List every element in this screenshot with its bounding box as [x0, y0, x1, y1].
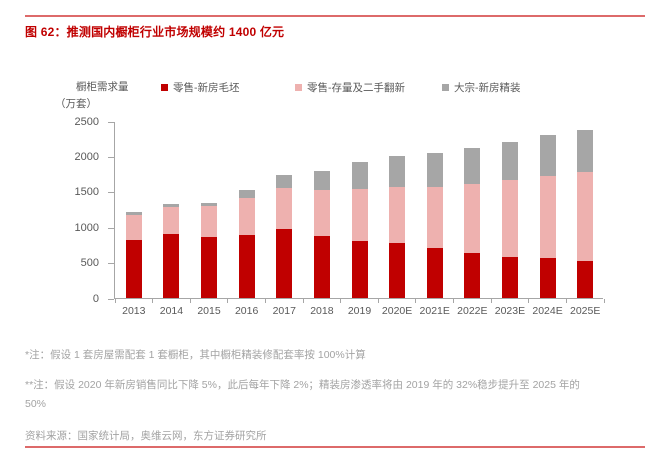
bar-segment	[276, 188, 293, 230]
x-axis-category-label: 2014	[159, 305, 184, 317]
legend-label: 零售-存量及二手翻新	[307, 81, 405, 94]
bar-segment	[464, 184, 481, 254]
bar-segment	[313, 170, 330, 190]
footnote-1: *注：假设 1 套房屋需配套 1 套橱柜，其中橱柜精装修配套率按 100%计算	[25, 349, 366, 361]
bar-segment	[351, 240, 368, 298]
y-axis-tick	[108, 227, 114, 229]
bar-segment	[351, 162, 368, 189]
bar-segment	[313, 236, 330, 298]
bar-segment	[276, 229, 293, 298]
bar-segment	[238, 235, 255, 298]
x-axis-category-label: 2018	[310, 305, 334, 317]
source-line: 资料来源：国家统计局，奥维云网，东方证券研究所	[25, 430, 267, 442]
x-axis-category-label: 2023E	[494, 305, 526, 317]
bar-segment	[125, 215, 142, 240]
bar-segment	[577, 171, 594, 262]
x-axis-category-label: 2022E	[457, 305, 488, 317]
bar-segment	[426, 152, 443, 187]
bar-segment	[389, 243, 406, 298]
x-axis-tick	[227, 299, 229, 303]
bar-segment	[426, 248, 443, 298]
x-axis-tick	[603, 299, 605, 303]
bar-segment	[501, 180, 518, 257]
bar-segment	[201, 237, 218, 298]
x-axis-tick	[264, 299, 266, 303]
legend-item-retail-new: 零售-新房毛坯	[161, 80, 240, 94]
plot-area: 0 500 1000 1500 2000 2500 2013 2014 2015 2016 2017…	[75, 116, 605, 317]
y-axis-tick	[108, 121, 114, 123]
y-axis-title-line1: 橱柜需求量	[76, 81, 129, 93]
bar-segment	[201, 205, 218, 238]
bar-segment	[125, 211, 142, 216]
bar-segment	[313, 189, 330, 237]
x-axis-category-label: 2015	[197, 305, 221, 317]
bar-segment	[501, 142, 518, 181]
legend-swatch-icon	[442, 83, 449, 91]
footnote-2-line2: 50%	[25, 398, 47, 410]
x-axis-category-label: 2025E	[569, 305, 601, 317]
y-axis-tick-label: 1000	[74, 221, 99, 234]
x-axis-tick	[152, 299, 154, 303]
y-axis-tick-label: 2000	[74, 150, 99, 163]
x-axis-tick	[453, 299, 455, 303]
x-axis-category-label: 2020E	[381, 305, 413, 317]
chart-legend: 零售-新房毛坯 零售-存量及二手翻新 大宗-新房精装	[0, 80, 645, 94]
y-axis-tick	[108, 192, 114, 194]
x-axis-tick	[528, 299, 530, 303]
y-axis-title-line2: （万套）	[55, 98, 97, 110]
bar-segment	[389, 186, 406, 244]
x-axis-tick	[340, 299, 342, 303]
bar-segment	[426, 186, 443, 249]
y-axis-tick	[108, 298, 114, 300]
bar-segment	[539, 258, 556, 298]
bar-segment	[163, 234, 180, 298]
bar-segment	[501, 256, 518, 298]
bar-segment	[464, 253, 481, 298]
y-axis-tick-label: 1500	[74, 186, 99, 199]
legend-item-bulk-finished: 大宗-新房精装	[442, 80, 521, 94]
x-axis-category-label: 2019	[347, 305, 372, 317]
bar-segment	[577, 130, 594, 172]
bar-segment	[577, 261, 594, 298]
x-axis-category-label: 2021E	[419, 305, 450, 317]
legend-label: 零售-新房毛坯	[173, 81, 240, 94]
x-axis-category-label: 2013	[122, 305, 146, 317]
figure-title: 图 62：推测国内橱柜行业市场规模约 1400 亿元	[25, 25, 285, 39]
x-axis-tick	[415, 299, 417, 303]
y-axis-tick	[108, 263, 114, 265]
bar-segment	[539, 175, 556, 259]
y-axis-tick-label: 500	[80, 257, 99, 270]
bar-segment	[276, 174, 293, 189]
y-axis-tick-label: 2500	[74, 115, 99, 128]
x-axis-category-label: 2024E	[532, 305, 563, 317]
x-axis-category-label: 2016	[234, 305, 259, 317]
x-axis-tick	[565, 299, 567, 303]
x-axis-category-label: 2017	[272, 305, 296, 317]
x-axis-tick	[189, 299, 191, 303]
x-axis-tick	[302, 299, 304, 303]
bar-segment	[238, 198, 255, 235]
x-axis-tick	[114, 299, 116, 303]
bar-segment	[351, 188, 368, 241]
bottom-divider-line	[25, 446, 645, 448]
y-axis-tick-label: 0	[92, 292, 99, 305]
x-axis-tick	[377, 299, 379, 303]
x-axis-tick	[490, 299, 492, 303]
bar-segment	[464, 148, 481, 185]
footnote-2-line1: **注：假设 2020 年新房销售同比下降 5%，此后每年下降 2%；精装房渗透…	[25, 379, 580, 391]
legend-label: 大宗-新房精装	[454, 81, 521, 94]
bar-segment	[389, 156, 406, 187]
legend-item-retail-stock: 零售-存量及二手翻新	[295, 80, 405, 94]
bar-segment	[238, 190, 255, 199]
legend-swatch-icon	[295, 83, 302, 91]
bar-segment	[163, 203, 180, 207]
bar-segment	[163, 206, 180, 235]
bar-segment	[125, 239, 142, 298]
y-axis-tick	[108, 156, 114, 158]
bar-segment	[201, 202, 218, 206]
legend-swatch-icon	[161, 83, 168, 91]
bar-segment	[539, 135, 556, 176]
top-divider-line	[25, 15, 645, 17]
